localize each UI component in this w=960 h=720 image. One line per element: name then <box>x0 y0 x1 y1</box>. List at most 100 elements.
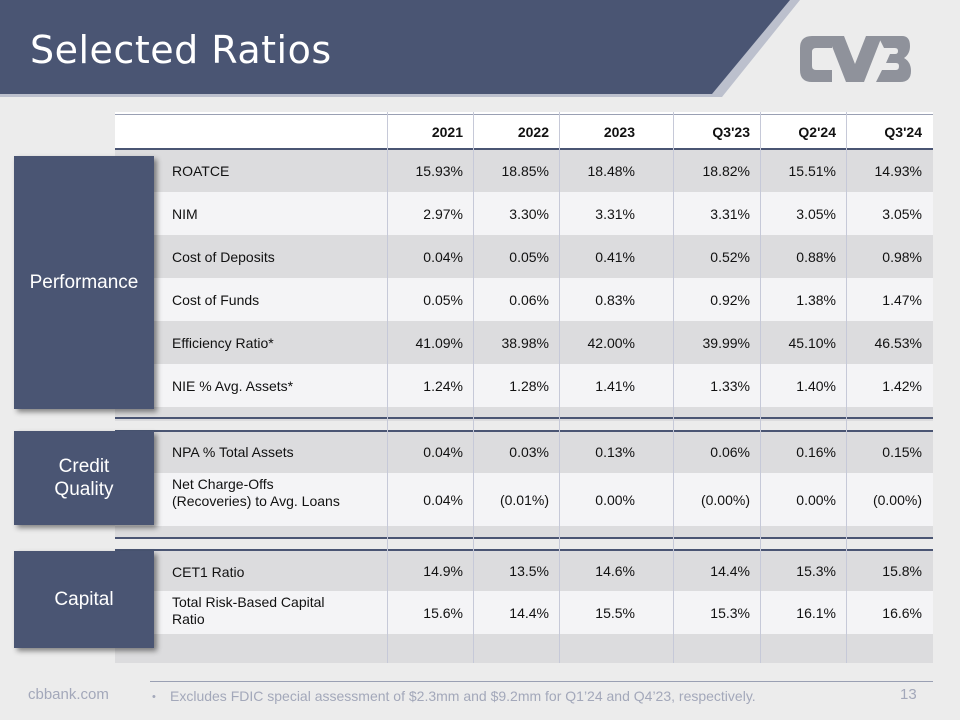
table-cell: 0.88% <box>796 249 836 265</box>
table-cell: 15.6% <box>423 605 463 621</box>
row-label: NPA % Total Assets <box>172 444 294 460</box>
row-label: CET1 Ratio <box>172 564 245 580</box>
row-band <box>115 473 933 526</box>
table-rule <box>115 430 933 432</box>
table-cell: 1.41% <box>595 378 635 394</box>
table-cell: 0.05% <box>423 292 463 308</box>
table-cell: 0.03% <box>509 444 549 460</box>
table-cell: 3.05% <box>796 206 836 222</box>
header-row-band <box>115 112 933 148</box>
table-cell: 0.04% <box>423 249 463 265</box>
table-cell: 16.1% <box>796 605 836 621</box>
row-label: ROATCE <box>172 163 230 179</box>
table-cell: 41.09% <box>415 335 463 351</box>
footer-divider <box>150 681 933 682</box>
column-header: Q3'23 <box>712 124 750 140</box>
table-rule <box>115 417 933 419</box>
table-cell: 0.00% <box>595 492 635 508</box>
table-cell: 14.9% <box>423 563 463 579</box>
table-cell: 15.3% <box>710 605 750 621</box>
table-cell: 0.98% <box>882 249 922 265</box>
table-cell: 15.8% <box>882 563 922 579</box>
table-cell: 2.97% <box>423 206 463 222</box>
row-label: Efficiency Ratio* <box>172 335 274 351</box>
table-cell: 0.00% <box>796 492 836 508</box>
row-band <box>115 550 933 591</box>
table-cell: 39.99% <box>702 335 750 351</box>
table-cell: 14.93% <box>874 163 922 179</box>
table-cell: 0.04% <box>423 492 463 508</box>
table-cell: 3.30% <box>509 206 549 222</box>
section-credit-quality-label: Credit Quality <box>54 456 114 500</box>
table-cell: 1.47% <box>882 292 922 308</box>
table-cell: 0.04% <box>423 444 463 460</box>
column-header: Q3'24 <box>884 124 922 140</box>
section-capital-label: Capital <box>54 589 114 610</box>
table-cell: 3.31% <box>595 206 635 222</box>
column-divider <box>846 112 847 663</box>
table-rule <box>115 549 933 551</box>
row-band <box>115 591 933 634</box>
row-label: NIE % Avg. Assets* <box>172 378 294 394</box>
table-cell: 1.38% <box>796 292 836 308</box>
row-band <box>115 192 933 235</box>
column-divider <box>387 112 388 663</box>
table-cell: 38.98% <box>501 335 549 351</box>
table-cell: 0.13% <box>595 444 635 460</box>
column-divider <box>673 112 674 663</box>
row-band <box>115 149 933 192</box>
table-cell: 0.52% <box>710 249 750 265</box>
row-band <box>115 364 933 407</box>
table-cell: 1.33% <box>710 378 750 394</box>
table-cell: 0.06% <box>509 292 549 308</box>
row-band <box>115 278 933 321</box>
page-number: 13 <box>900 686 917 703</box>
ratios-table <box>115 112 933 663</box>
table-rule <box>115 148 933 150</box>
column-header: Q2'24 <box>798 124 836 140</box>
table-cell: (0.00%) <box>872 492 922 508</box>
row-label: NIM <box>172 206 198 222</box>
table-cell: 1.40% <box>796 378 836 394</box>
table-cell: 18.85% <box>501 163 549 179</box>
column-divider <box>473 112 474 663</box>
table-cell: 14.6% <box>595 563 635 579</box>
table-cell: 0.16% <box>796 444 836 460</box>
table-cell: (0.01%) <box>499 492 549 508</box>
separator-band <box>115 634 933 663</box>
section-performance: Performance <box>14 156 154 409</box>
table-cell: 3.31% <box>710 206 750 222</box>
footer-note: Excludes FDIC special assessment of $2.3… <box>170 688 756 704</box>
row-label: Total Risk-Based Capital Ratio <box>172 594 325 627</box>
column-divider <box>559 112 560 663</box>
table-cell: 1.24% <box>423 378 463 394</box>
table-cell: 0.92% <box>710 292 750 308</box>
header-band <box>0 0 960 97</box>
table-cell: 14.4% <box>710 563 750 579</box>
footer-bullet: • <box>152 691 156 703</box>
row-band <box>115 321 933 364</box>
table-top-rule <box>115 114 933 115</box>
column-divider <box>760 112 761 663</box>
table-rule <box>115 537 933 539</box>
table-cell: 0.83% <box>595 292 635 308</box>
row-band <box>115 430 933 473</box>
column-header: 2021 <box>431 124 463 140</box>
table-cell: 46.53% <box>874 335 922 351</box>
table-cell: 15.5% <box>595 605 635 621</box>
table-cell: 3.05% <box>882 206 922 222</box>
table-cell: (0.00%) <box>700 492 750 508</box>
table-cell: 15.3% <box>796 563 836 579</box>
row-label: Cost of Deposits <box>172 249 275 265</box>
section-capital: Capital <box>14 551 154 648</box>
table-cell: 14.4% <box>509 605 549 621</box>
table-cell: 1.42% <box>882 378 922 394</box>
table-cell: 18.82% <box>702 163 750 179</box>
table-cell: 18.48% <box>587 163 635 179</box>
cvb-logo <box>798 34 912 89</box>
table-cell: 15.51% <box>788 163 836 179</box>
column-header: 2022 <box>517 124 549 140</box>
table-cell: 13.5% <box>509 563 549 579</box>
row-label: Cost of Funds <box>172 292 260 308</box>
table-cell: 0.15% <box>882 444 922 460</box>
